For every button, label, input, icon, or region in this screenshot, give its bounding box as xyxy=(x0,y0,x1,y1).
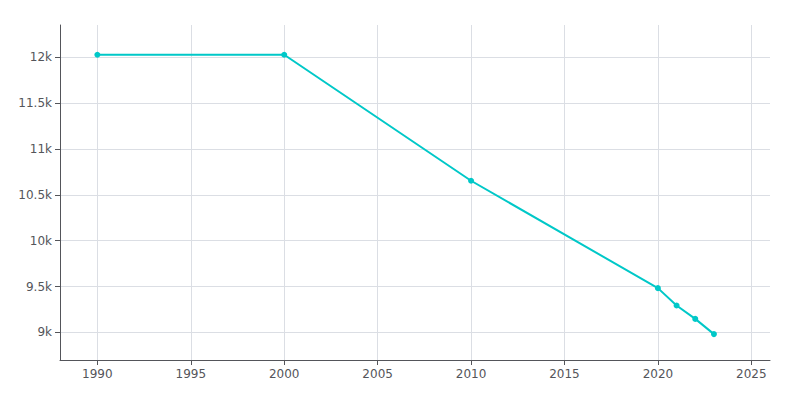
svg-text:2025: 2025 xyxy=(736,367,767,381)
svg-text:9k: 9k xyxy=(37,325,52,339)
svg-text:2010: 2010 xyxy=(456,367,487,381)
svg-text:11.5k: 11.5k xyxy=(18,96,52,110)
svg-text:10.5k: 10.5k xyxy=(18,188,52,202)
svg-text:2005: 2005 xyxy=(362,367,393,381)
svg-text:11k: 11k xyxy=(30,142,52,156)
svg-text:2000: 2000 xyxy=(269,367,300,381)
svg-text:1990: 1990 xyxy=(82,367,113,381)
svg-text:1995: 1995 xyxy=(176,367,207,381)
svg-text:2020: 2020 xyxy=(643,367,674,381)
svg-text:2015: 2015 xyxy=(549,367,580,381)
svg-text:12k: 12k xyxy=(30,50,52,64)
svg-text:9.5k: 9.5k xyxy=(26,280,52,294)
svg-text:10k: 10k xyxy=(30,234,52,248)
